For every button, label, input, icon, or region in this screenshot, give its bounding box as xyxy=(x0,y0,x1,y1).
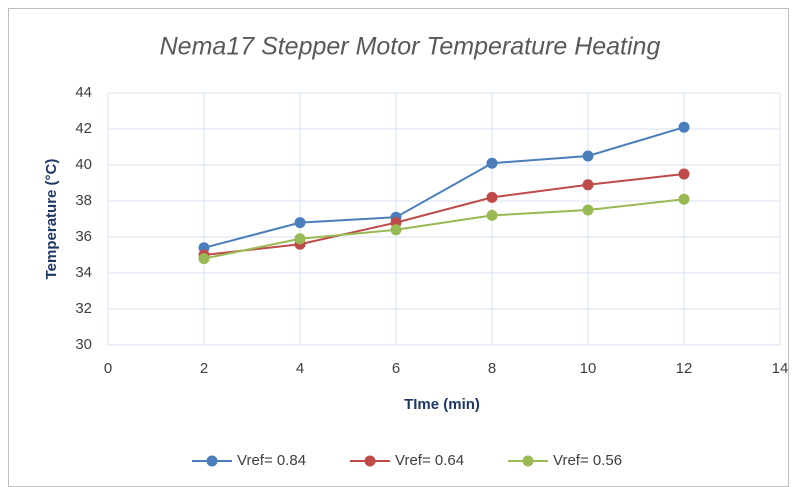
chart-frame xyxy=(8,8,789,487)
legend-label: Vref= 0.84 xyxy=(237,452,306,469)
x-tick-label: 14 xyxy=(772,360,789,377)
data-point xyxy=(678,121,690,133)
x-tick-label: 6 xyxy=(392,360,400,377)
series-line xyxy=(203,198,685,260)
data-point xyxy=(390,224,402,236)
y-tick-label: 44 xyxy=(75,84,92,101)
chart-title: Nema17 Stepper Motor Temperature Heating xyxy=(160,33,661,61)
data-point xyxy=(678,193,690,205)
x-tick-label: 2 xyxy=(200,360,208,377)
y-axis-label: Temperature (°C) xyxy=(43,159,60,280)
data-point xyxy=(582,150,594,162)
legend-label: Vref= 0.56 xyxy=(553,452,622,469)
y-tick-label: 42 xyxy=(75,120,92,137)
y-tick-label: 32 xyxy=(75,300,92,317)
y-tick-label: 38 xyxy=(75,192,92,209)
y-tick-label: 40 xyxy=(75,156,92,173)
data-point xyxy=(198,253,210,265)
legend-label: Vref= 0.64 xyxy=(395,452,464,469)
x-tick-label: 8 xyxy=(488,360,496,377)
x-tick-label: 4 xyxy=(296,360,304,377)
series-line xyxy=(203,173,685,256)
legend-marker xyxy=(364,455,376,467)
legend-marker xyxy=(206,455,218,467)
data-point xyxy=(294,233,306,245)
y-tick-label: 36 xyxy=(75,228,92,245)
data-point xyxy=(486,209,498,221)
data-point xyxy=(678,168,690,180)
data-point xyxy=(486,157,498,169)
series-line xyxy=(203,126,685,249)
x-tick-label: 12 xyxy=(676,360,693,377)
y-tick-label: 30 xyxy=(75,336,92,353)
x-axis-label: TIme (min) xyxy=(404,396,480,413)
x-tick-label: 10 xyxy=(580,360,597,377)
data-point xyxy=(486,191,498,203)
x-tick-label: 0 xyxy=(104,360,112,377)
legend-marker xyxy=(522,455,534,467)
data-point xyxy=(582,179,594,191)
y-tick-label: 34 xyxy=(75,264,92,281)
data-point xyxy=(294,217,306,229)
data-point xyxy=(582,204,594,216)
